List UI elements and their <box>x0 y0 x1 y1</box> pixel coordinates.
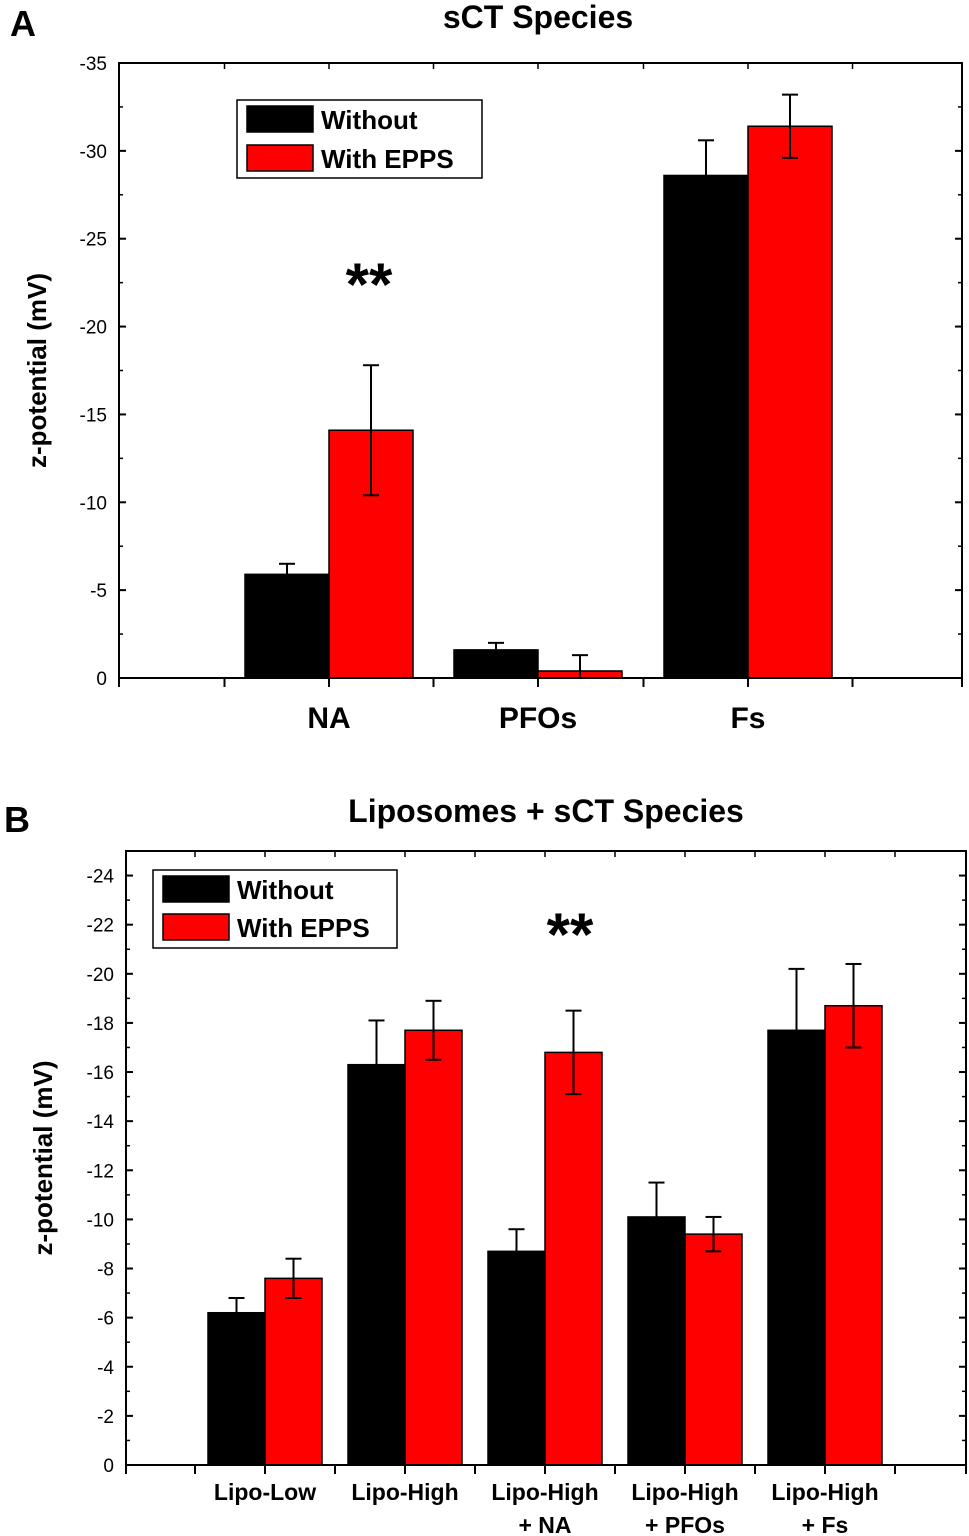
x-category-label: Lipo-High <box>351 1479 458 1505</box>
legend: Without With EPPS <box>152 869 398 949</box>
y-tick-label: -30 <box>80 142 107 163</box>
y-tick-label: -18 <box>87 1014 114 1035</box>
x-category-label: Lipo-High <box>771 1479 878 1505</box>
x-category-label: + NA <box>518 1512 571 1536</box>
bar-with-epps <box>824 1004 883 1466</box>
y-tick-label: -20 <box>87 965 114 986</box>
y-tick-label: -5 <box>90 581 107 602</box>
x-category-label: NA <box>307 702 350 735</box>
bar-with-epps <box>264 1277 323 1466</box>
bar-without <box>207 1311 266 1466</box>
bar-without <box>663 174 749 679</box>
y-tick-label: -22 <box>87 916 114 937</box>
y-tick-label: -25 <box>80 230 107 251</box>
legend-label: Without <box>237 875 334 905</box>
legend-swatch-with-epps <box>162 913 230 941</box>
x-category-label: + PFOs <box>645 1512 725 1536</box>
bar-without <box>487 1250 546 1466</box>
legend-swatch-without <box>162 875 230 903</box>
bar-with-epps <box>544 1051 603 1466</box>
chart-title: Liposomes + sCT Species <box>348 793 744 829</box>
y-tick-label: -14 <box>87 1112 115 1133</box>
significance-annotation: ** <box>547 901 594 968</box>
y-tick-label: -15 <box>80 405 107 426</box>
x-category-label: Fs <box>730 702 765 735</box>
legend: Without With EPPS <box>236 99 483 179</box>
legend-label: With EPPS <box>321 144 454 174</box>
legend-swatch-without <box>246 105 314 133</box>
y-tick-label: -6 <box>97 1309 114 1330</box>
x-category-label: + Fs <box>802 1512 849 1536</box>
x-category-label: Lipo-Low <box>214 1479 316 1505</box>
y-axis-label: z-potential (mV) <box>22 273 52 468</box>
y-tick-label: -2 <box>97 1407 114 1428</box>
significance-annotation: ** <box>346 251 393 318</box>
y-tick-label: 0 <box>96 669 107 690</box>
legend-swatch-with-epps <box>246 144 314 172</box>
x-category-label: Lipo-High <box>491 1479 598 1505</box>
bar-without <box>244 573 330 679</box>
chart-panel-b: B Liposomes + sCT Species 0 -2 -4 -6 -8 -10 -12 -… <box>4 793 967 1536</box>
y-axis-label: z-potential (mV) <box>28 1061 58 1256</box>
y-tick-label: -10 <box>80 493 107 514</box>
bar-without <box>347 1063 406 1466</box>
y-tick-label: -12 <box>87 1161 114 1182</box>
y-tick-label: -16 <box>87 1063 114 1084</box>
legend-label: Without <box>321 105 418 135</box>
y-tick-label: -4 <box>97 1358 114 1379</box>
panel-letter: B <box>4 799 30 840</box>
panel-letter: A <box>10 3 36 44</box>
bar-with-epps <box>747 125 833 679</box>
bar-without <box>627 1216 686 1466</box>
bar-with-epps <box>684 1233 743 1466</box>
x-category-label: Lipo-High <box>631 1479 738 1505</box>
legend-label: With EPPS <box>237 913 370 943</box>
bar-with-epps <box>404 1029 463 1466</box>
chart-title: sCT Species <box>443 0 633 35</box>
bar-without <box>767 1029 826 1466</box>
x-category-label: PFOs <box>499 702 577 735</box>
y-tick-label: -8 <box>97 1260 114 1281</box>
y-tick-label: -10 <box>87 1210 114 1231</box>
y-tick-label: -35 <box>80 54 107 75</box>
y-tick-label: 0 <box>103 1456 114 1477</box>
y-tick-label: -24 <box>87 867 115 888</box>
y-tick-label: -20 <box>80 318 107 339</box>
